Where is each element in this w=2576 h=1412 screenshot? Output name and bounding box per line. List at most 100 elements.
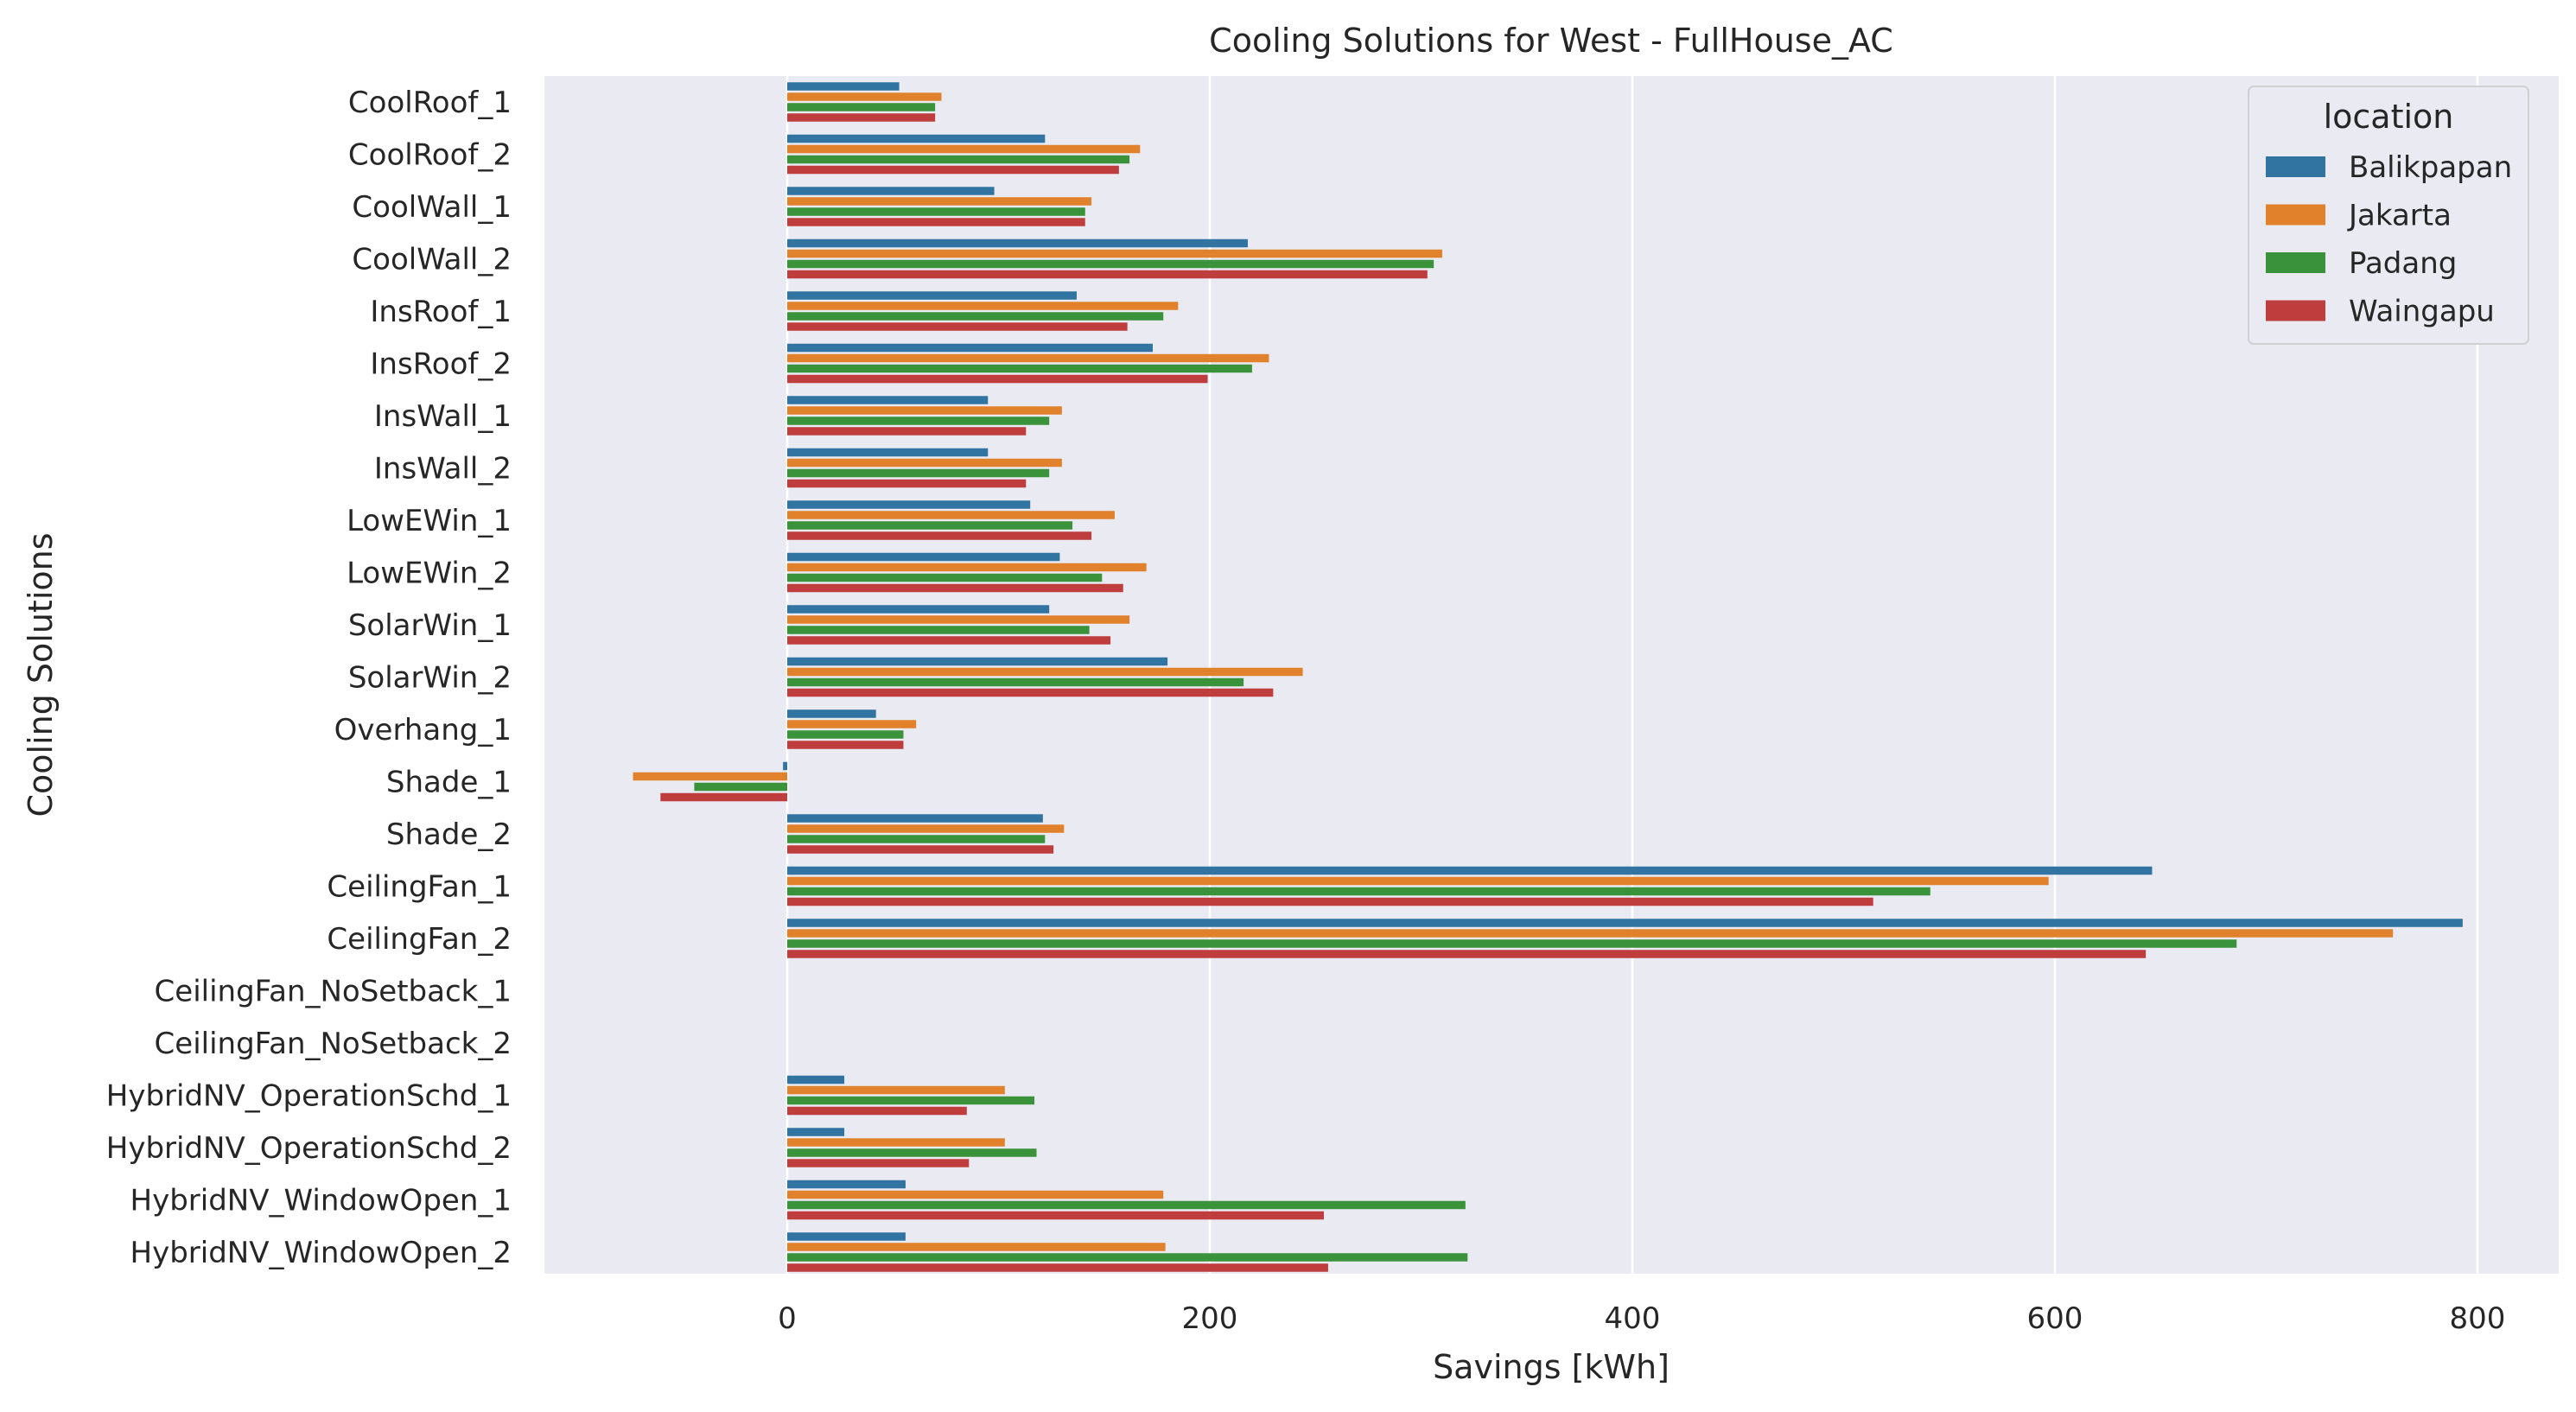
bar-waingapu [787, 897, 1873, 906]
bar-balikpapan [787, 291, 1077, 300]
x-tick-label: 200 [1182, 1301, 1238, 1336]
bar-balikpapan [787, 1075, 845, 1084]
x-tick-label: 800 [2450, 1301, 2506, 1336]
bar-jakarta [787, 511, 1115, 519]
bar-padang [787, 312, 1164, 321]
legend-swatch [2266, 252, 2325, 273]
bar-balikpapan [787, 605, 1050, 614]
bar-jakarta [787, 615, 1130, 624]
y-axis-title: Cooling Solutions [22, 532, 60, 817]
bar-waingapu [787, 688, 1274, 697]
bar-waingapu [660, 792, 787, 802]
bar-waingapu [787, 113, 936, 122]
bar-padang [787, 521, 1073, 530]
bar-waingapu [787, 531, 1092, 540]
bar-jakarta [787, 876, 2049, 886]
category-label: CeilingFan_2 [327, 922, 512, 957]
bar-waingapu [787, 322, 1128, 331]
legend-title: location [2324, 98, 2454, 136]
legend-label: Waingapu [2349, 295, 2495, 329]
bar-jakarta [787, 406, 1062, 415]
bar-balikpapan [787, 1232, 906, 1241]
bar-jakarta [787, 302, 1179, 310]
bar-balikpapan [787, 82, 900, 91]
bar-padang [787, 1096, 1035, 1105]
bar-padang [787, 1148, 1037, 1157]
bar-waingapu [787, 741, 904, 749]
category-label: CeilingFan_1 [327, 870, 512, 905]
bar-balikpapan [787, 657, 1168, 666]
bar-balikpapan [787, 343, 1153, 353]
category-label: HybridNV_WindowOpen_1 [130, 1184, 512, 1218]
bar-jakarta [787, 197, 1092, 206]
bar-balikpapan [787, 239, 1249, 248]
category-label: InsRoof_1 [370, 295, 512, 329]
bar-jakarta [787, 563, 1147, 572]
category-label: HybridNV_OperationSchd_1 [106, 1079, 512, 1114]
x-tick-label: 600 [2027, 1301, 2083, 1336]
bar-balikpapan [787, 448, 989, 457]
bar-padang [787, 259, 1434, 269]
category-label: HybridNV_OperationSchd_2 [106, 1131, 512, 1166]
legend-swatch [2266, 156, 2325, 177]
bar-waingapu [787, 1211, 1325, 1220]
category-label: Shade_1 [386, 766, 512, 800]
bar-padang [787, 364, 1252, 373]
x-tick-label: 0 [778, 1301, 797, 1336]
bar-padang [787, 1200, 1466, 1210]
bars [633, 82, 2463, 1272]
bar-padang [787, 939, 2237, 948]
bar-jakarta [787, 353, 1269, 363]
bar-padang [787, 103, 936, 111]
bar-jakarta [787, 720, 917, 728]
bar-balikpapan [787, 552, 1060, 562]
category-label: CoolRoof_1 [348, 86, 512, 120]
category-label: CeilingFan_NoSetback_2 [155, 1027, 512, 1061]
bar-padang [787, 155, 1130, 164]
bar-waingapu [787, 950, 2147, 958]
bar-padang [787, 573, 1103, 582]
bar-balikpapan [787, 709, 876, 718]
bar-balikpapan [787, 500, 1031, 509]
category-label: InsWall_2 [374, 452, 512, 487]
legend-label: Padang [2349, 246, 2457, 281]
bar-balikpapan [787, 1128, 845, 1136]
bar-padang [787, 730, 904, 739]
bar-waingapu [787, 845, 1054, 854]
bar-balikpapan [783, 761, 787, 771]
category-label: CeilingFan_NoSetback_1 [155, 975, 512, 1009]
bar-waingapu [787, 479, 1027, 488]
bar-balikpapan [787, 919, 2463, 927]
legend-label: Jakarta [2347, 199, 2452, 233]
bar-balikpapan [787, 187, 995, 195]
bar-jakarta [787, 1190, 1164, 1199]
bar-padang [694, 782, 787, 792]
chart-title: Cooling Solutions for West - FullHouse_A… [1209, 22, 1893, 60]
bar-jakarta [787, 929, 2394, 938]
bar-jakarta [787, 458, 1062, 467]
category-label: LowEWin_1 [347, 504, 512, 538]
bar-waingapu [787, 583, 1123, 593]
bar-waingapu [787, 218, 1085, 226]
bar-waingapu [787, 1159, 970, 1167]
bar-padang [787, 1253, 1468, 1262]
bar-jakarta [633, 772, 787, 781]
legend-swatch [2266, 300, 2325, 321]
bar-waingapu [787, 427, 1027, 436]
bar-waingapu [787, 1263, 1328, 1272]
bar-padang [787, 468, 1050, 478]
category-labels: CoolRoof_1 CoolRoof_2 CoolWall_1 CoolWall_2… [106, 86, 512, 1270]
category-label: SolarWin_1 [348, 608, 512, 643]
category-label: HybridNV_WindowOpen_2 [130, 1236, 512, 1270]
bar-padang [787, 417, 1050, 425]
bar-jakarta [787, 1085, 1005, 1095]
x-axis-title: Savings [kWh] [1433, 1348, 1670, 1386]
category-label: LowEWin_2 [347, 557, 512, 591]
category-label: InsWall_1 [374, 399, 512, 434]
x-tick-labels: 0 200 400 600 800 [778, 1301, 2505, 1336]
category-label: CoolWall_2 [352, 243, 512, 277]
bar-balikpapan [787, 814, 1043, 823]
bar-jakarta [787, 824, 1065, 833]
